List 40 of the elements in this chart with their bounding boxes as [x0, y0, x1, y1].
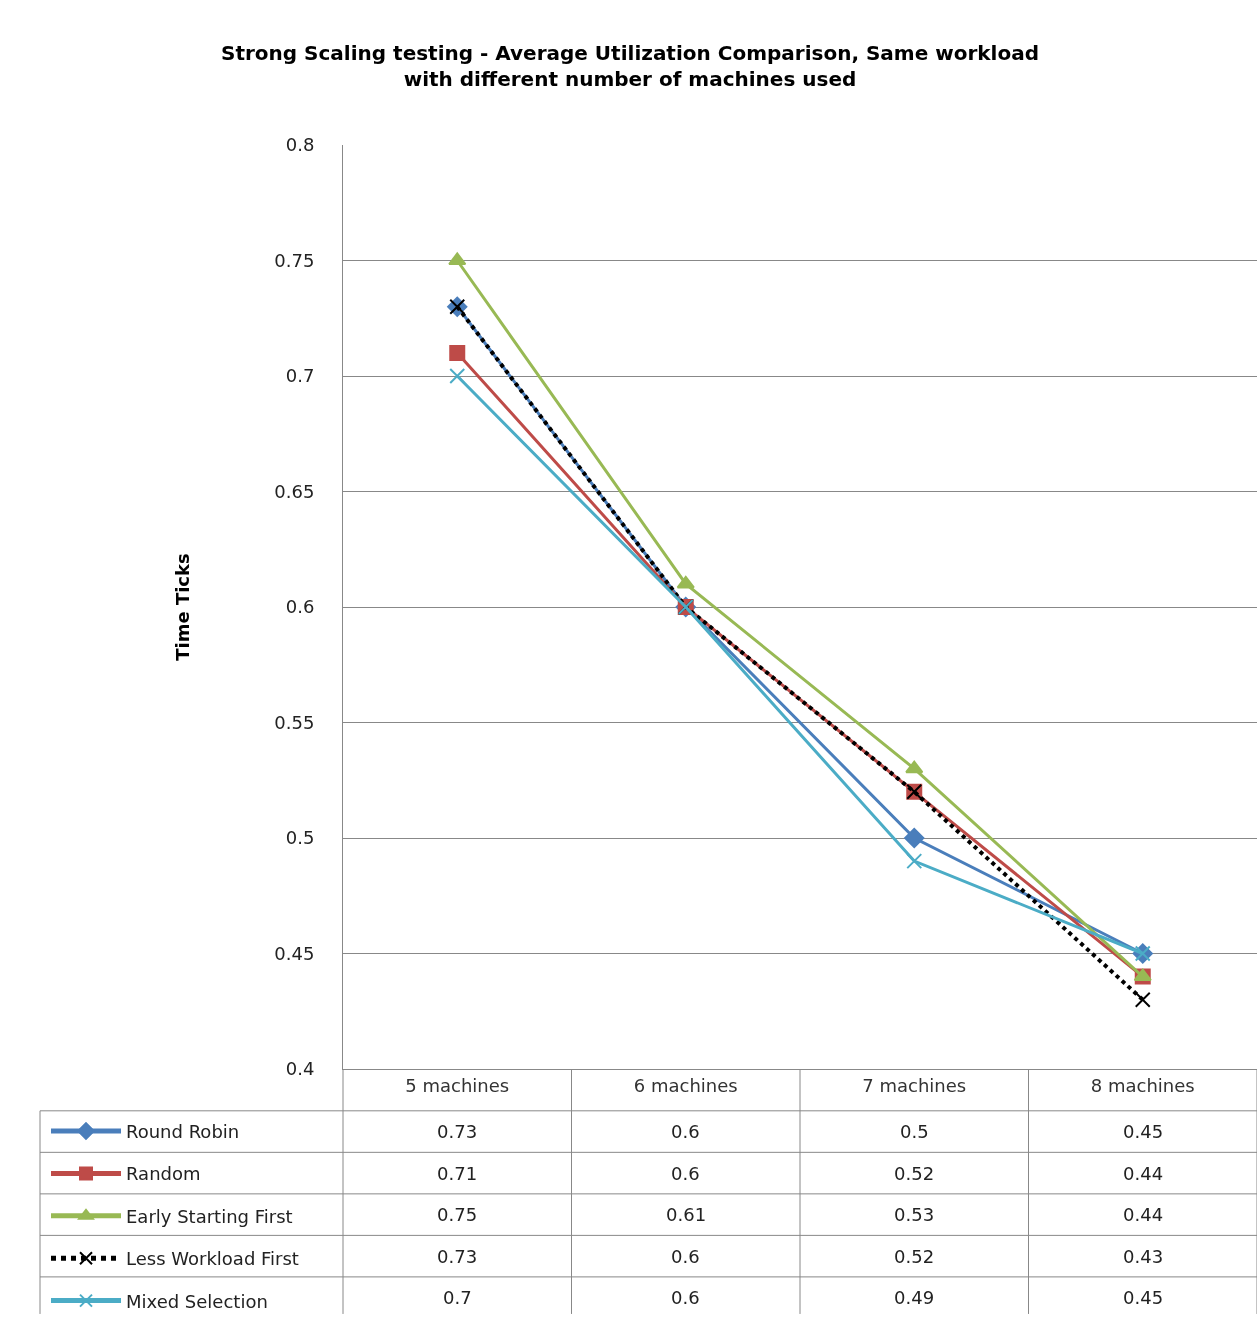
data-label: 0.6 — [671, 1121, 700, 1142]
data-label: 0.7 — [443, 1287, 472, 1308]
legend-label: Mixed Selection — [126, 1290, 268, 1312]
y-tick-label: 0.8 — [285, 134, 315, 156]
x-tick-label: 5 machines — [405, 1074, 510, 1096]
x-tick-label: 8 machines — [1090, 1074, 1195, 1096]
y-tick-label: 0.6 — [285, 596, 315, 618]
data-label: 0.5 — [900, 1121, 929, 1142]
y-tick-label: 0.65 — [274, 480, 315, 502]
y-tick-label: 0.75 — [274, 249, 315, 271]
y-tick-label: 0.7 — [285, 365, 315, 387]
x-tick-label: 6 machines — [633, 1074, 738, 1096]
legend-label: Less Workload First — [126, 1248, 299, 1270]
y-tick-label: 0.55 — [274, 711, 315, 733]
y-tick-label: 0.5 — [285, 827, 315, 849]
data-label: 0.49 — [894, 1287, 935, 1308]
data-label: 0.61 — [666, 1204, 707, 1225]
data-label: 0.73 — [437, 1246, 478, 1267]
data-label: 0.71 — [437, 1163, 478, 1184]
data-label: 0.45 — [1123, 1287, 1164, 1308]
chart-title: Strong Scaling testing - Average Utilization Comparison, Same workload with different number of machines used — [221, 41, 1040, 91]
y-tick-label: 0.45 — [274, 942, 315, 964]
data-label: 0.44 — [1123, 1163, 1164, 1184]
data-label: 0.6 — [671, 1163, 700, 1184]
data-label: 0.6 — [671, 1246, 700, 1267]
data-label: 0.52 — [894, 1163, 935, 1184]
data-label: 0.45 — [1123, 1121, 1164, 1142]
legend-label: Random — [126, 1163, 201, 1185]
legend-label: Early Starting First — [126, 1205, 293, 1227]
data-label: 0.53 — [894, 1204, 935, 1225]
data-label: 0.44 — [1123, 1204, 1164, 1225]
data-label: 0.73 — [437, 1121, 478, 1142]
data-label: 0.6 — [671, 1287, 700, 1308]
y-axis-title: Time Ticks — [171, 553, 193, 661]
legend-label: Round Robin — [126, 1121, 240, 1143]
y-tick-label: 0.4 — [285, 1058, 315, 1080]
data-label: 0.52 — [894, 1246, 935, 1267]
x-tick-label: 7 machines — [862, 1074, 967, 1096]
data-label: 0.43 — [1123, 1246, 1164, 1267]
data-label: 0.75 — [437, 1204, 478, 1225]
